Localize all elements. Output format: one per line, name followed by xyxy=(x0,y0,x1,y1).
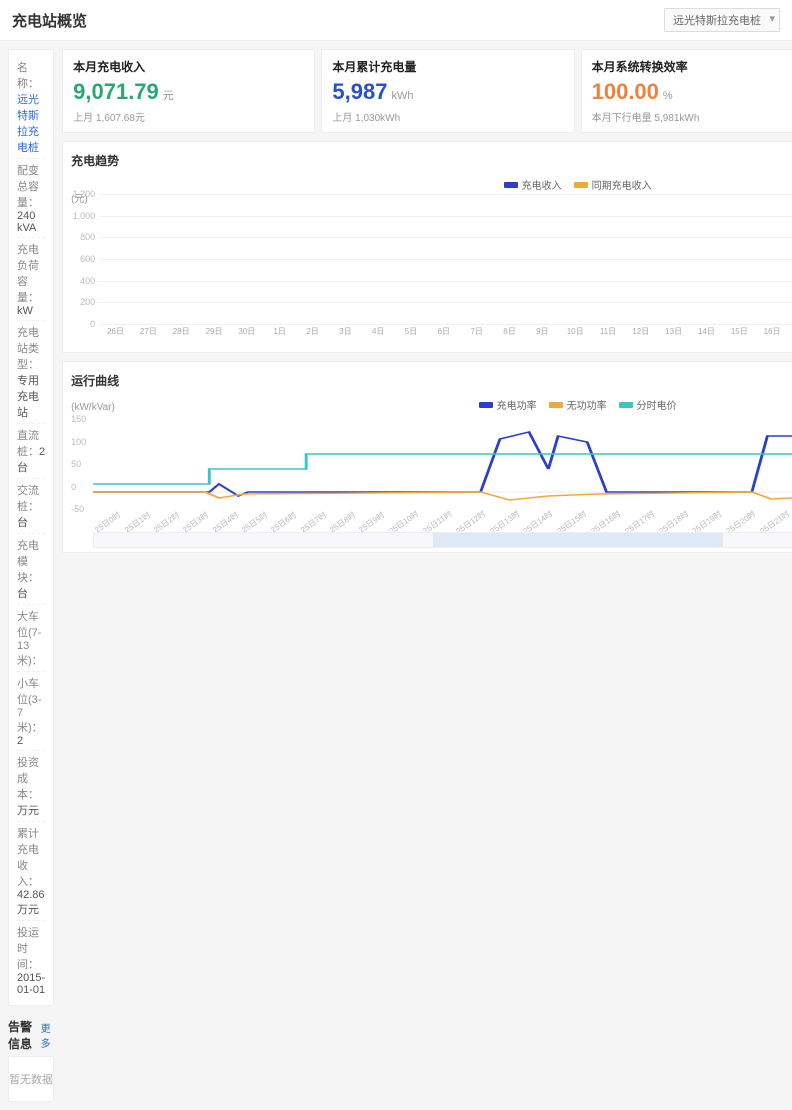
info-row: 充电模块：台 xyxy=(17,534,45,605)
curve-card: 运行曲线 时日 ◀ 2021-10-25 ▶ 充电功率无功功率分时电价 (kW/… xyxy=(62,361,792,553)
info-row: 累计充电收入：42.86 万元 xyxy=(17,822,45,921)
info-row: 直流桩：2 台 xyxy=(17,424,45,479)
station-info-panel: 名称：远光特斯拉充电桩配变总容量：240 kVA充电负荷容量：kW充电站类型：专… xyxy=(8,49,54,1006)
curve-scrubber[interactable] xyxy=(93,532,792,548)
info-row: 名称：远光特斯拉充电桩 xyxy=(17,56,45,159)
alarm-panel: 告警信息 更多 暂无数据 xyxy=(8,1014,54,1102)
info-row: 充电站类型：专用充电站 xyxy=(17,321,45,424)
info-row: 配变总容量：240 kVA xyxy=(17,159,45,238)
trend-chart: (元) 02004006008001,0001,200 26日27日28日29日… xyxy=(71,194,792,344)
curve-chart: (kW/kVar) (元) 150100500-50 1.21.00.80.60… xyxy=(71,414,792,544)
page-title: 充电站概览 xyxy=(12,10,87,31)
alarm-empty: 暂无数据 xyxy=(8,1056,54,1102)
trend-legend: 充电收入同期充电收入 xyxy=(71,177,792,192)
kpi-card: 本月系统转换效率100.00%本月下行电量 5,981kWh xyxy=(581,49,792,133)
curve-legend: 充电功率无功功率分时电价 xyxy=(71,397,792,412)
kpi-row: 本月充电收入9,071.79元上月 1,607.68元本月累计充电量5,987k… xyxy=(62,49,792,133)
info-row: 投资成本：万元 xyxy=(17,751,45,822)
info-row: 投运时间：2015-01-01 xyxy=(17,921,45,999)
info-row: 交流桩：台 xyxy=(17,479,45,534)
top-bar: 充电站概览 远光特斯拉充电桩 xyxy=(0,0,792,41)
info-row: 小车位(3-7米)：2 xyxy=(17,672,45,751)
trend-title: 充电趋势 xyxy=(71,152,119,169)
kpi-card: 本月充电收入9,071.79元上月 1,607.68元 xyxy=(62,49,315,133)
info-row: 充电负荷容量：kW xyxy=(17,238,45,321)
info-row: 大车位(7-13米)： xyxy=(17,605,45,672)
curve-title: 运行曲线 xyxy=(71,372,119,389)
alarm-more-link[interactable]: 更多 xyxy=(41,1020,55,1050)
trend-card: 充电趋势 收入电量 日月年 ◀ 2021-10 ▶ 充电收入同期充电收入 (元)… xyxy=(62,141,792,353)
kpi-card: 本月累计充电量5,987kWh上月 1,030kWh xyxy=(321,49,574,133)
station-select[interactable]: 远光特斯拉充电桩 xyxy=(664,8,780,32)
alarm-title: 告警信息 xyxy=(8,1018,41,1052)
